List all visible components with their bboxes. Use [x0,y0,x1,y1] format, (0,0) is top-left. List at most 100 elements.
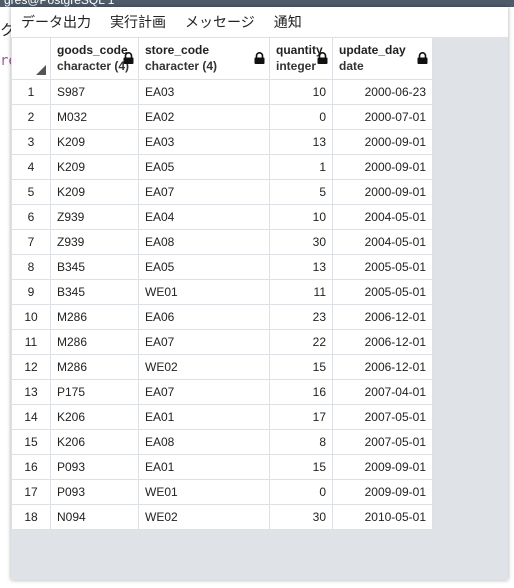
row-number[interactable]: 5 [11,179,51,205]
cell-store-code[interactable]: WE02 [138,504,270,530]
cell-store-code[interactable]: WE01 [138,479,270,505]
cell-update-day[interactable]: 2009-09-01 [332,454,433,480]
cell-store-code[interactable]: EA01 [138,404,270,430]
cell-update-day[interactable]: 2007-04-01 [332,379,433,405]
cell-store-code[interactable]: WE02 [138,354,270,380]
tab-notifications[interactable]: 通知 [273,14,302,30]
row-number[interactable]: 9 [11,279,51,305]
tab-explain[interactable]: 実行計画 [110,14,166,30]
row-number[interactable]: 18 [11,504,51,530]
table-row[interactable]: 10 M286 EA06 23 2006-12-01 [11,304,433,330]
table-row[interactable]: 9 B345 WE01 11 2005-05-01 [11,279,433,305]
row-number[interactable]: 2 [11,104,51,130]
cell-quantity[interactable]: 11 [269,279,333,305]
row-number[interactable]: 1 [11,79,51,105]
cell-goods-code[interactable]: K209 [50,129,139,155]
tab-messages[interactable]: メッセージ [185,14,255,30]
cell-update-day[interactable]: 2005-05-01 [332,279,433,305]
cell-quantity[interactable]: 5 [269,179,333,205]
cell-goods-code[interactable]: S987 [50,79,139,105]
table-row[interactable]: 14 K206 EA01 17 2007-05-01 [11,404,433,430]
row-number[interactable]: 3 [11,129,51,155]
cell-update-day[interactable]: 2000-06-23 [332,79,433,105]
row-number[interactable]: 16 [11,454,51,480]
cell-store-code[interactable]: EA08 [138,429,270,455]
cell-store-code[interactable]: EA03 [138,129,270,155]
table-row[interactable]: 3 K209 EA03 13 2000-09-01 [11,129,433,155]
table-row[interactable]: 4 K209 EA05 1 2000-09-01 [11,154,433,180]
row-number[interactable]: 4 [11,154,51,180]
table-row[interactable]: 15 K206 EA08 8 2007-05-01 [11,429,433,455]
cell-goods-code[interactable]: N094 [50,504,139,530]
cell-update-day[interactable]: 2000-09-01 [332,154,433,180]
table-row[interactable]: 12 M286 WE02 15 2006-12-01 [11,354,433,380]
cell-store-code[interactable]: EA06 [138,304,270,330]
cell-update-day[interactable]: 2007-05-01 [332,404,433,430]
cell-quantity[interactable]: 22 [269,329,333,355]
cell-goods-code[interactable]: M032 [50,104,139,130]
select-all-corner[interactable] [11,37,51,80]
cell-goods-code[interactable]: B345 [50,254,139,280]
cell-goods-code[interactable]: K209 [50,154,139,180]
table-row[interactable]: 6 Z939 EA04 10 2004-05-01 [11,204,433,230]
cell-store-code[interactable]: EA08 [138,229,270,255]
table-row[interactable]: 2 M032 EA02 0 2000-07-01 [11,104,433,130]
table-row[interactable]: 18 N094 WE02 30 2010-05-01 [11,504,433,530]
cell-goods-code[interactable]: P093 [50,454,139,480]
row-number[interactable]: 13 [11,379,51,405]
cell-quantity[interactable]: 15 [269,454,333,480]
cell-update-day[interactable]: 2004-05-01 [332,204,433,230]
column-header-goods-code[interactable]: goods_code character (4) [50,37,139,80]
cell-update-day[interactable]: 2004-05-01 [332,229,433,255]
cell-goods-code[interactable]: Z939 [50,204,139,230]
cell-store-code[interactable]: EA07 [138,379,270,405]
row-number[interactable]: 12 [11,354,51,380]
cell-quantity[interactable]: 10 [269,79,333,105]
cell-quantity[interactable]: 30 [269,229,333,255]
tab-data-output[interactable]: データ出力 [21,14,91,30]
cell-quantity[interactable]: 0 [269,479,333,505]
cell-store-code[interactable]: EA07 [138,179,270,205]
table-row[interactable]: 17 P093 WE01 0 2009-09-01 [11,479,433,505]
cell-quantity[interactable]: 17 [269,404,333,430]
row-number[interactable]: 10 [11,304,51,330]
row-number[interactable]: 14 [11,404,51,430]
table-row[interactable]: 16 P093 EA01 15 2009-09-01 [11,454,433,480]
cell-quantity[interactable]: 23 [269,304,333,330]
cell-goods-code[interactable]: K206 [50,404,139,430]
cell-update-day[interactable]: 2007-05-01 [332,429,433,455]
column-header-quantity[interactable]: quantity integer [269,37,333,80]
cell-update-day[interactable]: 2006-12-01 [332,329,433,355]
cell-update-day[interactable]: 2005-05-01 [332,254,433,280]
cell-store-code[interactable]: EA05 [138,154,270,180]
row-number[interactable]: 15 [11,429,51,455]
cell-update-day[interactable]: 2000-07-01 [332,104,433,130]
cell-quantity[interactable]: 30 [269,504,333,530]
cell-store-code[interactable]: EA07 [138,329,270,355]
cell-goods-code[interactable]: M286 [50,329,139,355]
cell-update-day[interactable]: 2006-12-01 [332,304,433,330]
table-row[interactable]: 5 K209 EA07 5 2000-09-01 [11,179,433,205]
cell-quantity[interactable]: 16 [269,379,333,405]
row-number[interactable]: 8 [11,254,51,280]
row-number[interactable]: 7 [11,229,51,255]
cell-quantity[interactable]: 10 [269,204,333,230]
cell-goods-code[interactable]: K209 [50,179,139,205]
column-header-store-code[interactable]: store_code character (4) [138,37,270,80]
cell-store-code[interactable]: EA04 [138,204,270,230]
cell-store-code[interactable]: EA03 [138,79,270,105]
cell-update-day[interactable]: 2009-09-01 [332,479,433,505]
cell-goods-code[interactable]: P175 [50,379,139,405]
cell-goods-code[interactable]: B345 [50,279,139,305]
cell-quantity[interactable]: 15 [269,354,333,380]
cell-store-code[interactable]: WE01 [138,279,270,305]
cell-goods-code[interactable]: K206 [50,429,139,455]
table-row[interactable]: 11 M286 EA07 22 2006-12-01 [11,329,433,355]
cell-quantity[interactable]: 13 [269,254,333,280]
cell-update-day[interactable]: 2006-12-01 [332,354,433,380]
cell-store-code[interactable]: EA05 [138,254,270,280]
cell-quantity[interactable]: 1 [269,154,333,180]
table-row[interactable]: 7 Z939 EA08 30 2004-05-01 [11,229,433,255]
cell-update-day[interactable]: 2000-09-01 [332,129,433,155]
cell-quantity[interactable]: 8 [269,429,333,455]
